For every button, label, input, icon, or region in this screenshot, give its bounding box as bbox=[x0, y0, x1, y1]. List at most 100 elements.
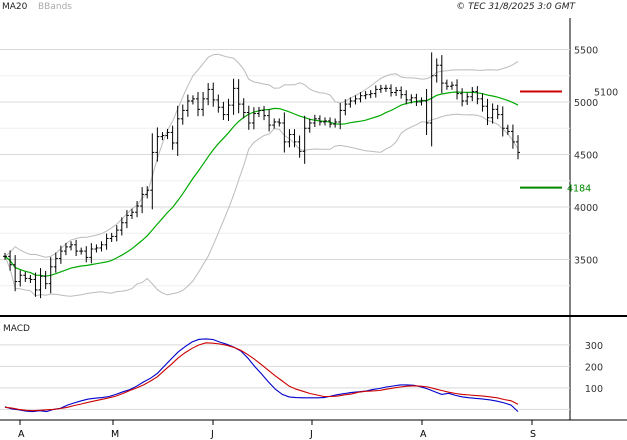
ohlc-bar bbox=[434, 58, 439, 83]
ohlc-bar bbox=[89, 243, 94, 264]
macd-tick-label: 100 bbox=[585, 384, 603, 395]
ohlc-bar bbox=[465, 92, 470, 105]
ohlc-bar bbox=[236, 79, 241, 114]
ohlc-bar bbox=[94, 244, 99, 253]
ohlc-bar bbox=[109, 232, 114, 243]
ohlc-bar bbox=[399, 86, 404, 99]
ohlc-bar bbox=[358, 92, 363, 103]
ohlc-bar bbox=[69, 241, 74, 251]
ohlc-bar bbox=[145, 186, 150, 199]
ohlc-bar bbox=[155, 127, 160, 162]
ohlc-bar bbox=[373, 85, 378, 98]
ohlc-bar bbox=[444, 79, 449, 90]
ohlc-bar bbox=[180, 104, 185, 125]
ohlc-bar bbox=[160, 132, 165, 141]
ohlc-bar bbox=[414, 93, 419, 106]
ohlc-bar bbox=[13, 255, 18, 292]
ohlc-bar bbox=[383, 84, 388, 92]
ohlc-bar bbox=[480, 93, 485, 112]
price-tick-label: 5500 bbox=[574, 46, 598, 57]
ohlc-bar bbox=[185, 94, 190, 117]
ohlc-bar bbox=[53, 252, 58, 273]
bband-lower bbox=[4, 113, 519, 297]
ohlc-bar bbox=[287, 129, 292, 148]
ohlc-bar bbox=[241, 98, 246, 119]
ohlc-bar bbox=[317, 115, 322, 126]
ohlc-bar bbox=[394, 86, 399, 97]
ohlc-bar bbox=[201, 92, 206, 117]
price-level-label: 5100 bbox=[594, 88, 618, 99]
ohlc-bar bbox=[23, 271, 28, 282]
ohlc-bar bbox=[150, 133, 155, 210]
ohlc-bar bbox=[190, 95, 195, 105]
price-bars bbox=[3, 52, 520, 299]
price-axis-ticks: 3500 4000 4500 5000 5500 bbox=[574, 46, 598, 267]
ohlc-bar bbox=[455, 79, 460, 100]
ohlc-bar bbox=[33, 272, 38, 297]
ohlc-bar bbox=[124, 209, 129, 229]
price-tick-label: 4500 bbox=[574, 151, 598, 162]
ohlc-bar bbox=[495, 104, 500, 120]
month-tick-label: M bbox=[111, 429, 119, 440]
ohlc-bar bbox=[175, 105, 180, 156]
ohlc-bar bbox=[84, 246, 89, 263]
ohlc-bar bbox=[28, 274, 33, 283]
ohlc-bar bbox=[251, 107, 256, 130]
ohlc-bar bbox=[119, 217, 124, 236]
ohlc-bar bbox=[226, 98, 231, 121]
macd-tick-label: 200 bbox=[585, 362, 603, 373]
macd-tick-label: 300 bbox=[585, 341, 603, 352]
ohlc-bar bbox=[378, 84, 383, 93]
signal-line bbox=[4, 342, 519, 412]
ohlc-bar bbox=[490, 103, 495, 124]
ohlc-bar bbox=[368, 90, 373, 99]
ohlc-bar bbox=[165, 128, 170, 140]
macd-series bbox=[4, 338, 519, 413]
copyright-text: © TEC 31/8/2025 3:0 GMT bbox=[456, 2, 576, 12]
ohlc-bar bbox=[140, 187, 145, 214]
price-levels: 5100 4184 bbox=[520, 88, 618, 195]
ohlc-bar bbox=[343, 99, 348, 116]
ma20-series bbox=[4, 91, 519, 277]
price-level-label: 4184 bbox=[567, 184, 591, 195]
ohlc-bar bbox=[307, 118, 312, 133]
ohlc-bar bbox=[129, 208, 134, 219]
ohlc-bar bbox=[8, 250, 13, 271]
ohlc-bar bbox=[99, 241, 104, 252]
ohlc-bar bbox=[302, 115, 307, 164]
ohlc-bar bbox=[256, 106, 261, 118]
ohlc-bar bbox=[500, 106, 505, 137]
ohlc-bar bbox=[170, 125, 175, 150]
ohlc-bar bbox=[429, 52, 434, 147]
ohlc-bar bbox=[135, 201, 140, 218]
macd-grid bbox=[0, 344, 570, 410]
ohlc-bar bbox=[18, 270, 23, 287]
ma20-legend-label: MA20 bbox=[2, 2, 28, 12]
ohlc-bar bbox=[297, 135, 302, 158]
ohlc-bar bbox=[262, 105, 267, 121]
ohlc-bar bbox=[333, 118, 338, 128]
ohlc-bar bbox=[328, 117, 333, 128]
ohlc-bar bbox=[272, 118, 277, 129]
ohlc-bar bbox=[363, 91, 368, 100]
ohlc-bar bbox=[196, 92, 201, 117]
ohlc-bar bbox=[246, 105, 251, 130]
ohlc-bar bbox=[424, 88, 429, 136]
ohlc-bar bbox=[38, 268, 43, 299]
ohlc-bar bbox=[505, 124, 510, 135]
ohlc-bar bbox=[449, 81, 454, 90]
macd-axis-ticks: 100 200 300 bbox=[585, 341, 603, 395]
ohlc-bar bbox=[221, 101, 226, 121]
ohlc-bar bbox=[322, 117, 327, 126]
ohlc-bar bbox=[460, 88, 465, 107]
macd-line bbox=[4, 338, 519, 413]
ohlc-bar bbox=[114, 225, 119, 242]
ohlc-bar bbox=[470, 87, 475, 102]
price-grid bbox=[0, 49, 570, 287]
ohlc-bar bbox=[485, 98, 490, 126]
month-tick-label: J bbox=[309, 429, 313, 440]
ohlc-bar bbox=[3, 252, 7, 260]
ohlc-bar bbox=[63, 242, 68, 256]
